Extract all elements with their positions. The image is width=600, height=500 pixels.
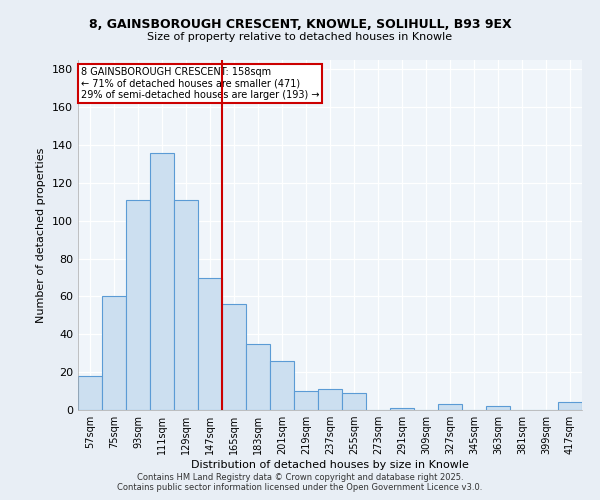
Bar	[198, 278, 222, 410]
Text: Size of property relative to detached houses in Knowle: Size of property relative to detached ho…	[148, 32, 452, 42]
Bar	[486, 406, 510, 410]
Bar	[126, 200, 150, 410]
Bar	[558, 402, 582, 410]
Bar	[294, 391, 318, 410]
Bar	[78, 376, 102, 410]
Bar	[318, 389, 342, 410]
Bar	[222, 304, 246, 410]
Bar	[390, 408, 414, 410]
Text: 8, GAINSBOROUGH CRESCENT, KNOWLE, SOLIHULL, B93 9EX: 8, GAINSBOROUGH CRESCENT, KNOWLE, SOLIHU…	[89, 18, 511, 30]
Bar	[342, 393, 366, 410]
Y-axis label: Number of detached properties: Number of detached properties	[37, 148, 46, 322]
Bar	[270, 361, 294, 410]
Bar	[246, 344, 270, 410]
X-axis label: Distribution of detached houses by size in Knowle: Distribution of detached houses by size …	[191, 460, 469, 470]
Bar	[102, 296, 126, 410]
Bar	[174, 200, 198, 410]
Bar	[150, 152, 174, 410]
Bar	[438, 404, 462, 410]
Text: Contains HM Land Registry data © Crown copyright and database right 2025.
Contai: Contains HM Land Registry data © Crown c…	[118, 473, 482, 492]
Text: 8 GAINSBOROUGH CRESCENT: 158sqm
← 71% of detached houses are smaller (471)
29% o: 8 GAINSBOROUGH CRESCENT: 158sqm ← 71% of…	[80, 67, 319, 100]
